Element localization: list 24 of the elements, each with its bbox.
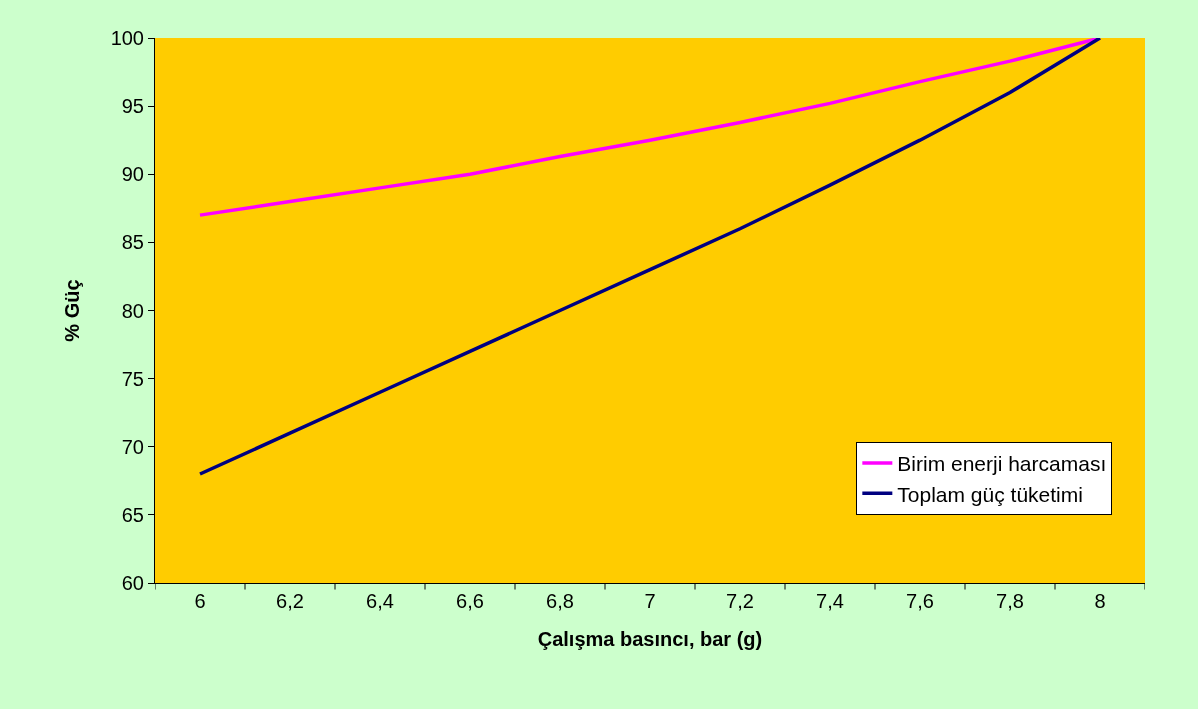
x-axis-title: Çalışma basıncı, bar (g) (537, 627, 763, 650)
x-tick-label: 6,6 (456, 590, 484, 612)
y-tick-label: 100 (110, 27, 144, 49)
y-tick-label: 75 (121, 367, 144, 390)
x-tick-label: 7,4 (816, 590, 844, 612)
x-tick-label: 6,4 (366, 590, 394, 612)
y-axis-title: % Güç (61, 279, 84, 342)
legend-label: Toplam güç tüketimi (897, 482, 1083, 506)
y-tick-label: 95 (121, 95, 144, 118)
y-tick-label: 90 (121, 163, 144, 186)
y-tick-label: 70 (121, 435, 144, 458)
y-tick-label: 60 (121, 572, 144, 594)
x-tick-label: 6,8 (546, 590, 574, 612)
x-tick-label: 6,2 (276, 590, 304, 612)
x-tick-label: 8 (1094, 590, 1106, 612)
x-tick-label: 7,6 (906, 590, 934, 612)
y-tick-label: 80 (121, 299, 144, 322)
x-tick-label: 7,2 (726, 590, 754, 612)
legend-label: Birim enerji harcaması (897, 452, 1107, 476)
x-tick-label: 7,8 (996, 590, 1024, 612)
y-tick-label: 85 (121, 231, 144, 254)
y-tick-label: 65 (121, 503, 144, 526)
x-tick-label: 6 (194, 590, 206, 612)
x-tick-label: 7 (644, 590, 656, 612)
